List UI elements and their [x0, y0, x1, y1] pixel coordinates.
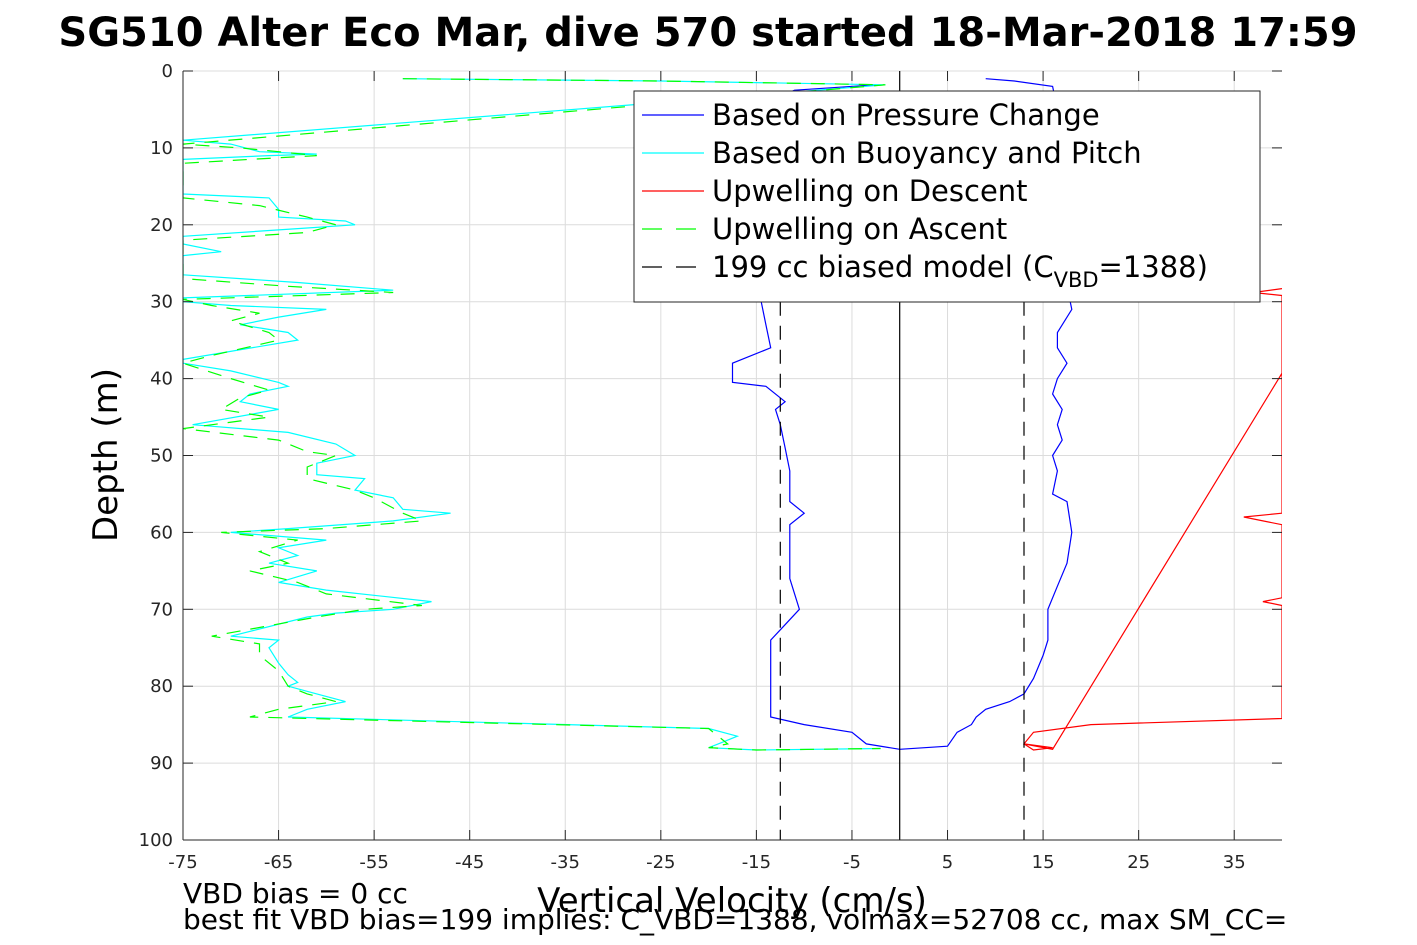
series-upwelling-on-ascent — [183, 78, 886, 751]
legend-label: Based on Buoyancy and Pitch — [712, 136, 1142, 170]
y-tick-label: 10 — [150, 138, 173, 159]
x-tick-label: 15 — [1032, 852, 1055, 873]
x-tick-label: -5 — [843, 852, 861, 873]
x-tick-label: -75 — [168, 852, 197, 873]
legend-box — [633, 90, 1261, 303]
y-tick-label: 100 — [139, 830, 173, 851]
y-axis-label: Depth (m) — [86, 368, 126, 542]
x-tick-label: 5 — [942, 852, 953, 873]
x-tick-label: -25 — [646, 852, 675, 873]
annotation-vbd-bias: VBD bias = 0 cc — [183, 877, 408, 910]
x-axis-label: Vertical Velocity (cm/s) — [537, 881, 927, 921]
chart-title: SG510 Alter Eco Mar, dive 570 started 18… — [58, 10, 1357, 56]
y-tick-label: 60 — [150, 522, 173, 543]
x-tick-label: -55 — [359, 852, 388, 873]
y-tick-label: 20 — [150, 215, 173, 236]
series-upwelling-on-descent — [1022, 288, 1282, 751]
x-tick-label: -65 — [264, 852, 293, 873]
x-tick-label: -35 — [551, 852, 580, 873]
legend-label: Based on Pressure Change — [712, 98, 1100, 132]
y-tick-label: 80 — [150, 676, 173, 697]
y-tick-label: 50 — [150, 446, 173, 467]
legend-label: Upwelling on Ascent — [712, 212, 1007, 246]
y-tick-label: 0 — [162, 61, 173, 82]
y-tick-label: 70 — [150, 599, 173, 620]
x-tick-label: -45 — [455, 852, 484, 873]
x-tick-label: 25 — [1127, 852, 1150, 873]
x-tick-label: -15 — [742, 852, 771, 873]
legend-label: Upwelling on Descent — [712, 174, 1028, 208]
legend: Based on Pressure Change Based on Buoyanc… — [633, 90, 1261, 303]
axes: -75 -65 -55 -45 -35 -25 -15 -5 5 15 25 350102030405… — [139, 61, 1282, 873]
y-tick-label: 40 — [150, 369, 173, 390]
x-tick-label: 35 — [1223, 852, 1246, 873]
annotation-best-fit: best fit VBD bias=199 implies: C_VBD=138… — [183, 903, 1287, 936]
y-tick-label: 90 — [150, 753, 173, 774]
y-tick-label: 30 — [150, 292, 173, 313]
series-based-on-buoyancy-and-pitch — [183, 78, 886, 751]
